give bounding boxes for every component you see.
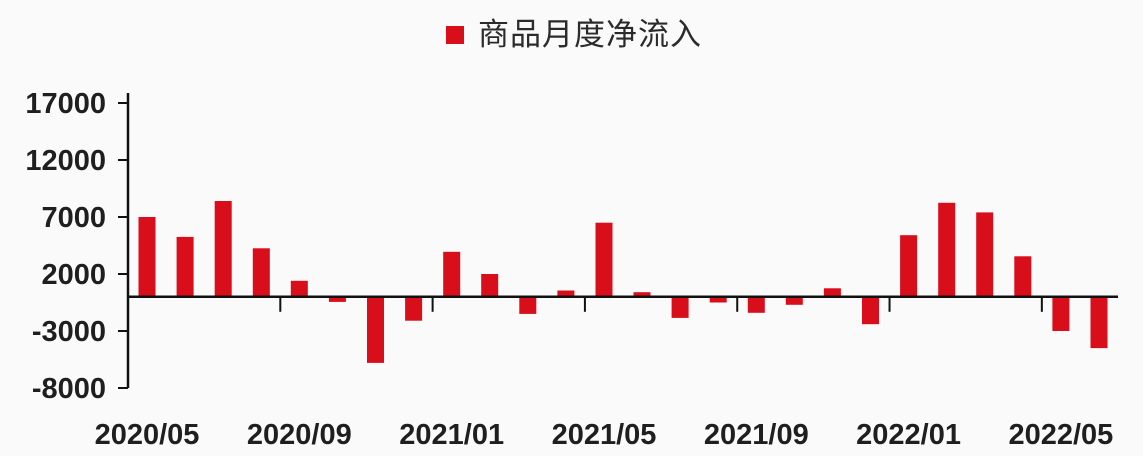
y-tick-label: 7000 [41, 202, 106, 234]
bar-2022/04 [1014, 256, 1032, 297]
bar-2020/07 [214, 201, 232, 297]
bar-2022/03 [976, 212, 994, 297]
bar-2020/09 [290, 280, 308, 297]
bar-2021/05 [595, 222, 613, 297]
y-tick-label: 17000 [25, 88, 106, 120]
y-tick-label: 2000 [41, 259, 106, 291]
bar-2021/09 [747, 296, 765, 313]
chart-legend: 商品月度净流入 [446, 17, 702, 53]
y-tick-label: 12000 [25, 145, 106, 177]
legend-label: 商品月度净流入 [478, 17, 702, 52]
bar-2020/11 [367, 296, 384, 363]
bar-2021/07 [671, 296, 689, 318]
y-tick-label: -3000 [32, 316, 106, 348]
bar-2021/01 [443, 251, 461, 297]
legend-swatch-icon [446, 26, 464, 44]
bar-2021/10 [785, 296, 803, 305]
y-tick-label: -8000 [32, 373, 106, 405]
bar-2021/04 [557, 290, 575, 297]
bar-2020/12 [405, 296, 423, 321]
bar-2021/02 [481, 274, 499, 297]
bar-2020/05 [138, 217, 156, 297]
bar-2022/02 [938, 202, 956, 297]
x-tick-label: 2021/09 [704, 419, 809, 451]
x-tick-label: 2022/05 [1008, 419, 1113, 451]
x-tick-label: 2021/05 [552, 419, 657, 451]
bar-2020/10 [328, 296, 346, 302]
bar-2021/06 [633, 292, 651, 297]
x-tick-label: 2022/01 [856, 419, 961, 451]
x-tick-label: 2020/05 [95, 419, 200, 451]
x-tick-label: 2020/09 [247, 419, 352, 451]
bar-2020/06 [176, 236, 194, 297]
bar-2021/03 [519, 296, 537, 314]
bar-2022/05 [1052, 296, 1070, 331]
x-tick-label: 2021/01 [399, 419, 504, 451]
bar-2022/01 [900, 235, 918, 297]
bar-2021/08 [709, 296, 727, 303]
bar-2021/12 [862, 296, 879, 325]
bar-2021/11 [823, 288, 841, 297]
bar-2022/06 [1090, 296, 1108, 349]
bar-2020/08 [252, 248, 270, 297]
